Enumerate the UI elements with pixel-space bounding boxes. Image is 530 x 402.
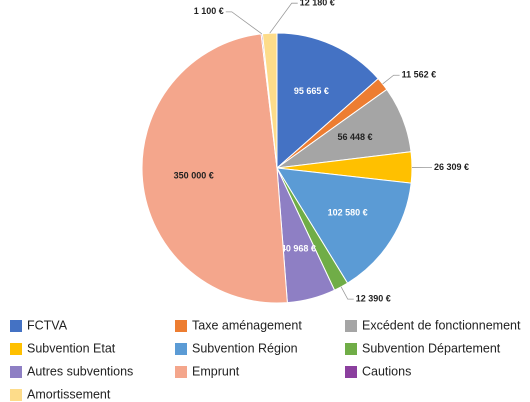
data-label: 56 448 € <box>337 132 372 142</box>
legend-swatch <box>10 389 22 401</box>
data-label: 12 390 € <box>356 294 391 304</box>
legend-swatch <box>175 366 187 378</box>
legend-label: FCTVA <box>27 318 68 332</box>
leader-line <box>225 11 263 35</box>
data-label: 102 580 € <box>328 207 368 217</box>
legend-swatch <box>10 343 22 355</box>
pie-slice <box>141 33 288 304</box>
legend-swatch <box>10 320 22 332</box>
legend-swatch <box>345 366 357 378</box>
pie-slice <box>276 32 379 170</box>
data-label: 12 180 € <box>300 0 335 8</box>
legend-label: Subvention Département <box>362 341 501 355</box>
legend-swatch <box>345 320 357 332</box>
legend-label: Excédent de fonctionnement <box>362 318 521 332</box>
legend-label: Cautions <box>362 364 411 378</box>
legend-label: Amortissement <box>27 387 111 401</box>
data-label: 40 968 € <box>281 243 316 253</box>
legend-label: Emprunt <box>192 364 240 378</box>
legend-label: Autres subventions <box>27 364 133 378</box>
leader-line <box>269 2 298 34</box>
leader-line <box>382 74 400 85</box>
data-label: 26 309 € <box>434 162 469 172</box>
legend-label: Subvention Région <box>192 341 298 355</box>
data-label: 1 100 € <box>194 6 224 16</box>
legend-swatch <box>10 366 22 378</box>
legend-swatch <box>345 343 357 355</box>
data-label: 350 000 € <box>174 171 214 181</box>
legend-label: Taxe aménagement <box>192 318 302 332</box>
legend-swatch <box>175 320 187 332</box>
pie-slice <box>276 167 412 284</box>
data-label: 95 665 € <box>294 86 329 96</box>
legend-swatch <box>175 343 187 355</box>
data-label: 11 562 € <box>402 70 437 80</box>
leader-line <box>340 286 354 300</box>
legend-label: Subvention Etat <box>27 341 116 355</box>
